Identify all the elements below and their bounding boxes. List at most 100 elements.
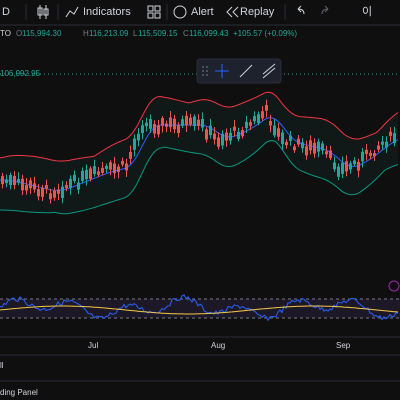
candle-body	[157, 125, 160, 135]
indicator-line	[0, 294, 399, 322]
candle-body	[265, 105, 268, 111]
legend-label: H	[83, 29, 89, 38]
upper-band	[0, 91, 399, 162]
candle-body	[165, 123, 168, 127]
candle-body	[33, 183, 36, 190]
candle-body	[45, 184, 48, 189]
candle-body	[257, 114, 260, 124]
alert-button[interactable]: Alert	[191, 6, 214, 18]
candle-body	[237, 131, 240, 139]
candle-body	[241, 130, 244, 137]
candle-body	[269, 120, 272, 126]
candle-body	[305, 146, 308, 156]
candle-body	[381, 141, 384, 145]
drawing-toolbar	[196, 58, 282, 84]
crosshair-tool[interactable]	[215, 64, 229, 78]
candle-body	[297, 138, 300, 145]
candle-body	[261, 111, 264, 119]
high: 116,213.09	[89, 29, 129, 38]
trendline-tool[interactable]	[239, 64, 253, 78]
candle-body	[37, 189, 40, 197]
candle-body	[357, 161, 360, 171]
candle-body	[21, 178, 24, 191]
candle-body	[97, 171, 100, 175]
candle-body	[333, 162, 336, 170]
interval-button[interactable]: D	[2, 6, 10, 18]
candle-body	[329, 150, 332, 159]
candle-body	[313, 142, 316, 154]
low: 115,509.15	[138, 29, 178, 38]
candle-body	[233, 126, 236, 131]
candle-body	[81, 170, 84, 181]
signal-line	[0, 305, 399, 315]
candle-body	[225, 132, 228, 141]
bottom-tab[interactable]: ll	[0, 361, 4, 370]
candle-body	[141, 125, 144, 134]
candle-body	[245, 121, 248, 128]
candle-body	[337, 166, 340, 177]
toolbar: D Indicators Alert Replay 이	[2, 4, 372, 20]
candle-body	[137, 133, 140, 141]
replay-button[interactable]: Replay	[240, 6, 275, 18]
indicator-pane	[0, 294, 400, 322]
candle-body	[113, 163, 116, 174]
candle-body	[125, 163, 128, 171]
candle-body	[361, 151, 364, 162]
undo-button[interactable]	[297, 5, 305, 15]
candle-body	[317, 141, 320, 152]
candle-body	[341, 162, 344, 174]
candle-body	[29, 180, 32, 189]
candle-body	[9, 174, 12, 186]
chart-type-icon[interactable]	[37, 5, 49, 19]
candle-body	[213, 133, 216, 140]
candle-body	[321, 143, 324, 151]
candle-body	[193, 116, 196, 127]
candle-body	[205, 129, 208, 140]
band-fill	[0, 92, 398, 214]
candle-body	[1, 176, 4, 185]
candle-body	[277, 128, 280, 137]
legend-label: O	[16, 29, 22, 38]
candle-body	[173, 118, 176, 130]
channel-tool[interactable]	[262, 63, 276, 79]
change: +105.57 (+0.09%)	[233, 29, 297, 38]
indicators-icon[interactable]	[65, 6, 79, 18]
candle-body	[133, 138, 136, 150]
candle-body	[289, 135, 292, 141]
candle-body	[117, 166, 120, 173]
candle-body	[181, 119, 184, 126]
candle-body	[385, 141, 388, 148]
candle-body	[149, 119, 152, 129]
candle-body	[177, 124, 180, 133]
candle-body	[49, 193, 52, 200]
candle-body	[281, 132, 284, 145]
candle-body	[109, 162, 112, 170]
candle-body	[345, 161, 348, 172]
candle-body	[301, 142, 304, 149]
open: 115,994.30	[22, 29, 62, 38]
candle-body	[285, 142, 288, 146]
trading-panel-tab[interactable]: ding Panel	[0, 388, 38, 397]
candle-body	[53, 190, 56, 198]
candle-body	[365, 149, 368, 155]
candle-body	[161, 118, 164, 126]
indicator-band	[0, 299, 400, 318]
alert-icon[interactable]	[173, 5, 187, 19]
candle-body	[57, 189, 60, 194]
candle-body	[65, 184, 68, 189]
time-label: Sep	[336, 341, 351, 350]
legend-label: C	[183, 29, 189, 38]
legend-label: L	[133, 29, 138, 38]
price-pane	[0, 73, 400, 215]
indicators-button[interactable]: Indicators	[83, 6, 131, 18]
candle-body	[69, 178, 72, 188]
language-button[interactable]: 이	[362, 5, 372, 18]
candle-body	[293, 146, 296, 151]
candle-body	[89, 168, 92, 179]
layouts-icon[interactable]	[147, 5, 161, 19]
time-label: Jul	[88, 341, 98, 350]
redo-button[interactable]	[321, 5, 329, 15]
candle-body	[389, 131, 392, 136]
replay-icon[interactable]	[226, 6, 239, 18]
candle-body	[77, 182, 80, 190]
